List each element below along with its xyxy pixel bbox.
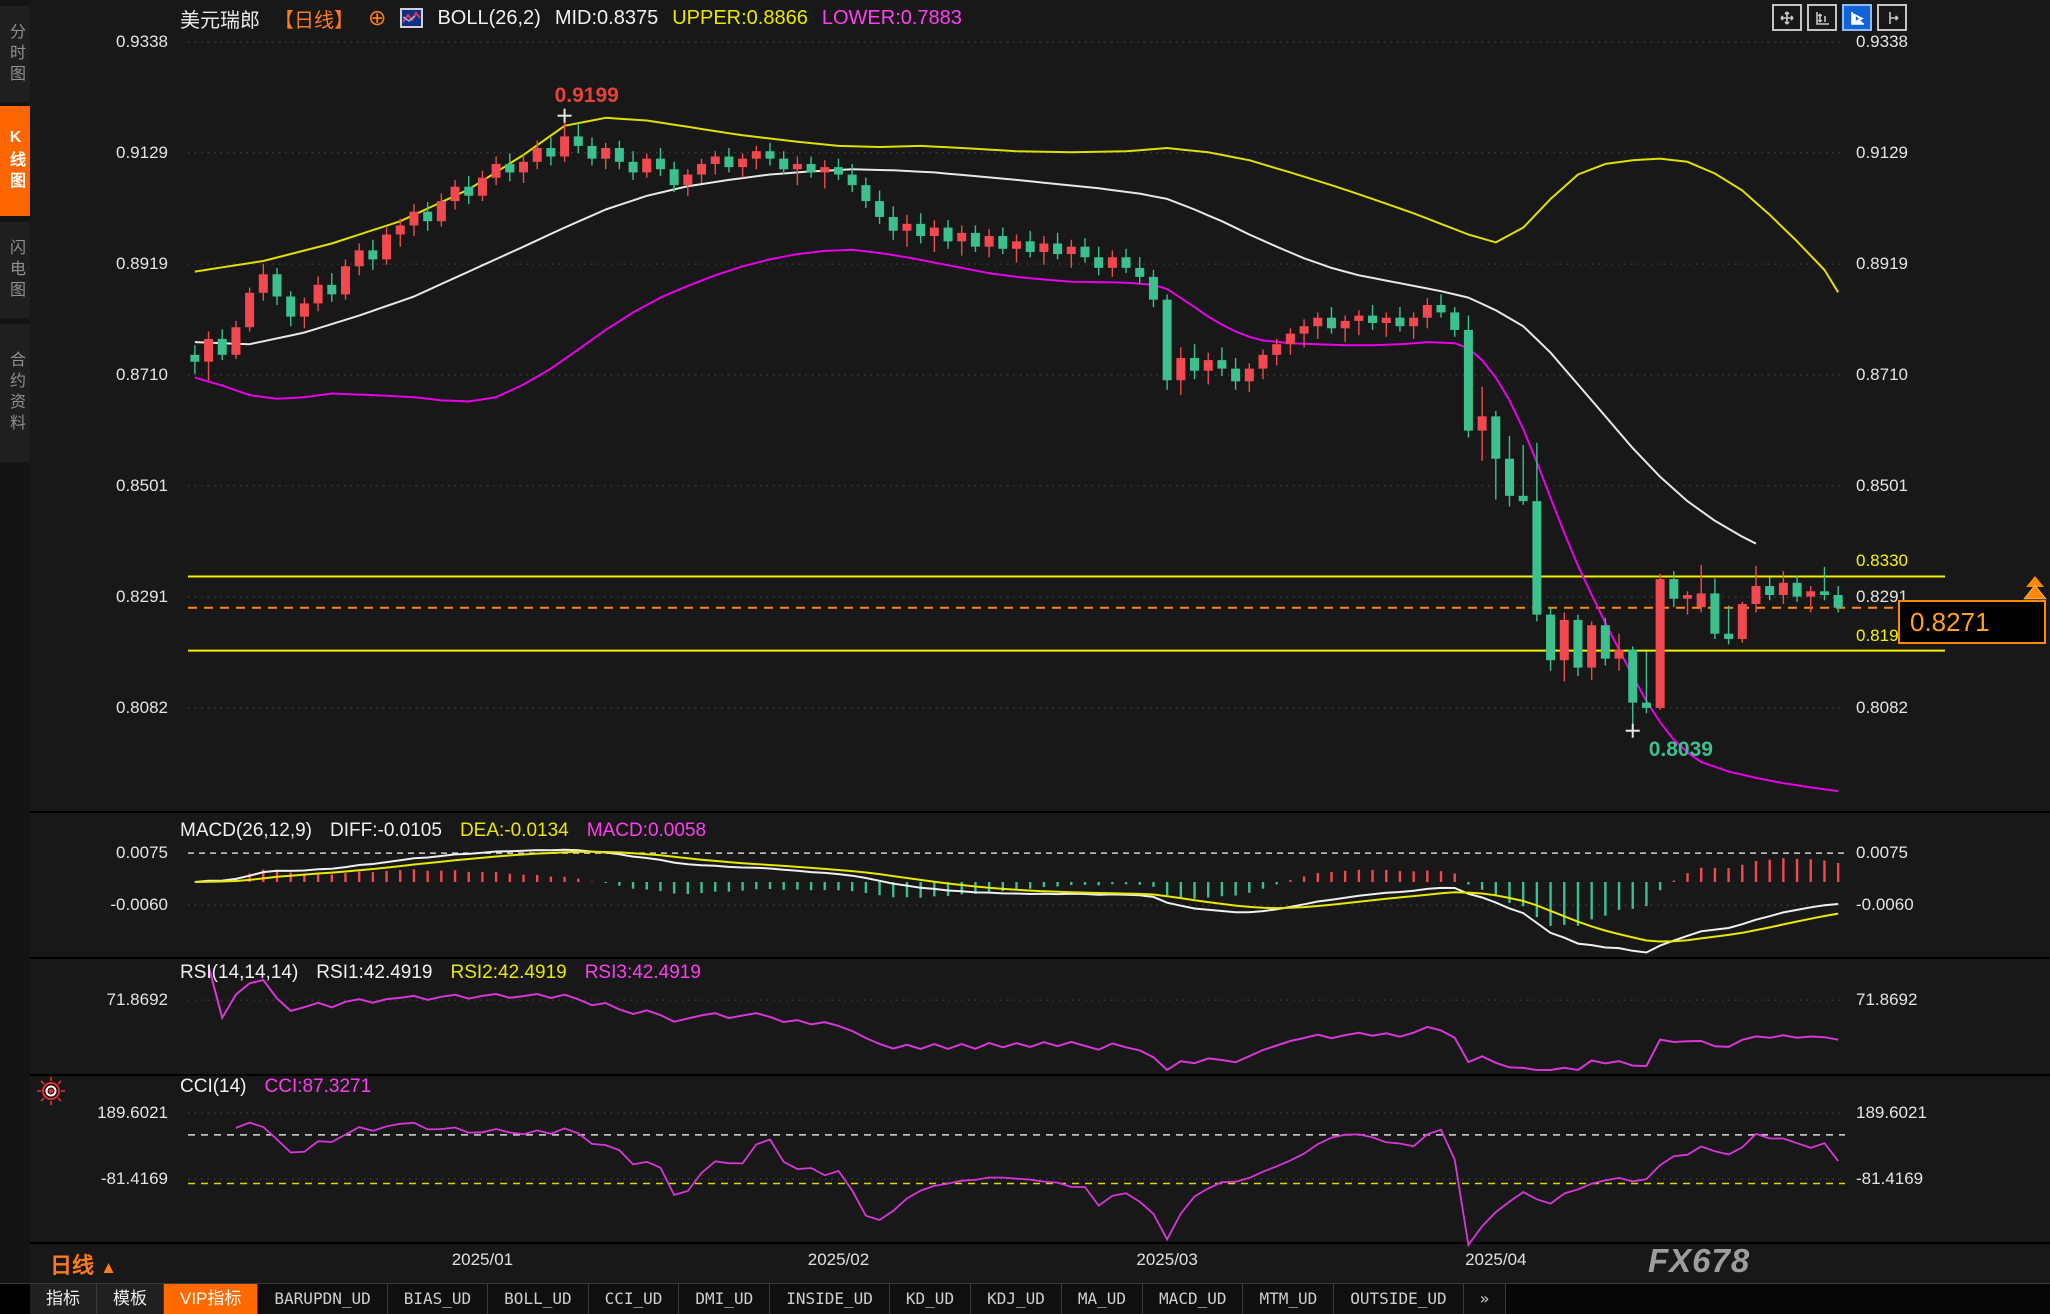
price-axis-label-right: 0.8919 bbox=[1856, 254, 1908, 274]
watermark: FX678 bbox=[1648, 1242, 1751, 1279]
cci-axis-label-left: 189.6021 bbox=[97, 1103, 168, 1122]
boll-upper-label: UPPER:0.8866 bbox=[672, 6, 808, 29]
main-chart-canvas[interactable] bbox=[0, 0, 2050, 1283]
indicator-tab-kdud[interactable]: KD_UD bbox=[889, 1284, 972, 1314]
macd-value-label: MACD:0.0058 bbox=[586, 820, 707, 841]
low-annotation: 0.8039 bbox=[1648, 738, 1713, 761]
period-selector[interactable]: 日线 ▲ bbox=[50, 1253, 117, 1278]
cci-label-row: CCI(14) CCI:87.3271 bbox=[180, 1076, 371, 1098]
shift-axis-icon[interactable] bbox=[1877, 4, 1907, 31]
cci-params-label: CCI(14) bbox=[180, 1076, 247, 1097]
cci-axis-label-right: -81.4169 bbox=[1856, 1169, 1924, 1188]
sidebar-item-kline-chart[interactable]: K线图 bbox=[0, 106, 30, 216]
rsi2-label: RSI2:42.4919 bbox=[450, 962, 567, 983]
macd-axis-label-left: -0.0060 bbox=[110, 895, 168, 915]
price-axis-label-left: 0.8919 bbox=[116, 254, 168, 274]
indicator-tab-outsideud[interactable]: OUTSIDE_UD bbox=[1334, 1284, 1464, 1314]
price-axis-label-left: 0.8291 bbox=[116, 587, 168, 607]
boll-params-label: BOLL(26,2) bbox=[437, 6, 541, 29]
rsi-label-row: RSI(14,14,14) RSI1:42.4919 RSI2:42.4919 … bbox=[180, 962, 701, 984]
price-axis-label-right: 0.8291 bbox=[1856, 587, 1908, 607]
price-axis-label-right: 0.8710 bbox=[1856, 364, 1908, 384]
macd-axis-label-left: 0.0075 bbox=[116, 843, 168, 863]
indicator-tab-vip[interactable]: VIP指标 bbox=[164, 1284, 259, 1314]
indicator-tab-cciud[interactable]: CCI_UD bbox=[588, 1284, 680, 1314]
price-axis-label-left: 0.9338 bbox=[116, 32, 168, 51]
x-axis-month-label: 2025/04 bbox=[1465, 1250, 1527, 1269]
indicator-tab-mtmud[interactable]: MTM_UD bbox=[1243, 1284, 1335, 1314]
boll-lower-label: LOWER:0.7883 bbox=[821, 6, 962, 29]
rsi3-label: RSI3:42.4919 bbox=[584, 962, 701, 983]
indicator-tab-biasud[interactable]: BIAS_UD bbox=[387, 1284, 489, 1314]
x-axis-month-label: 2025/01 bbox=[451, 1250, 514, 1269]
indicator-tab-maud[interactable]: MA_UD bbox=[1061, 1284, 1144, 1314]
sidebar-item-time-chart[interactable]: 分时图 bbox=[0, 6, 30, 102]
rsi-axis-label-right: 71.8692 bbox=[1856, 990, 1918, 1010]
support-level-label: 0.8190 bbox=[1856, 626, 1908, 645]
symbol-label: 美元瑞郎 bbox=[180, 9, 260, 32]
indicator-tab-bar: 指标 模板 VIP指标 BARUPDN_UD BIAS_UD BOLL_UD CCI_UD D… bbox=[0, 1283, 2050, 1314]
indicator-tab-macdud[interactable]: MACD_UD bbox=[1143, 1284, 1244, 1314]
price-axis-label-left: 0.8082 bbox=[116, 697, 168, 717]
cci-value-label: CCI:87.3271 bbox=[264, 1076, 372, 1097]
pan-crosshair-icon[interactable] bbox=[1772, 4, 1802, 31]
x-axis-month-label: 2025/02 bbox=[807, 1250, 870, 1269]
indicator-tab-kdjud[interactable]: KDJ_UD bbox=[971, 1284, 1062, 1314]
cci-axis-label-right: 189.6021 bbox=[1856, 1103, 1927, 1122]
price-axis-label-left: 0.9129 bbox=[116, 142, 168, 162]
rsi-params-label: RSI(14,14,14) bbox=[180, 962, 299, 983]
cci-axis-label-left: -81.4169 bbox=[100, 1169, 168, 1188]
indicator-tab-[interactable]: 模板 bbox=[97, 1284, 164, 1314]
alert-marker-icon[interactable] bbox=[36, 1076, 66, 1106]
price-axis-label-left: 0.8710 bbox=[116, 364, 168, 384]
add-indicator-icon[interactable]: ⊕ bbox=[368, 5, 387, 30]
indicator-tab-[interactable]: 指标 bbox=[30, 1284, 97, 1314]
macd-dea-label: DEA:-0.0134 bbox=[459, 820, 569, 841]
macd-label-row: MACD(26,12,9) DIFF:-0.0105 DEA:-0.0134 M… bbox=[180, 820, 706, 842]
price-axis-label-right: 0.9129 bbox=[1856, 142, 1908, 162]
macd-diff-label: DIFF:-0.0105 bbox=[330, 820, 442, 841]
indicator-tab-dmiud[interactable]: DMI_UD bbox=[679, 1284, 771, 1314]
sidebar-item-flash-chart[interactable]: 闪电图 bbox=[0, 222, 30, 318]
price-axis-label-right: 0.9338 bbox=[1856, 32, 1908, 51]
price-axis-label-right: 0.8501 bbox=[1856, 475, 1908, 495]
rsi-axis-label-left: 71.8692 bbox=[106, 990, 168, 1010]
x-axis-month-label: 2025/03 bbox=[1136, 1250, 1198, 1269]
price-axis-label-left: 0.8501 bbox=[116, 475, 168, 495]
price-axis-label-right: 0.8082 bbox=[1856, 697, 1908, 717]
macd-axis-label-right: 0.0075 bbox=[1856, 843, 1908, 863]
high-annotation: 0.9199 bbox=[554, 84, 619, 107]
period-up-arrow-icon: ▲ bbox=[100, 1258, 117, 1277]
indicator-tab-insideud[interactable]: INSIDE_UD bbox=[770, 1284, 890, 1314]
chart-toolbar bbox=[1772, 4, 1907, 31]
boll-mid-label: MID:0.8375 bbox=[554, 6, 659, 29]
axis-range-icon[interactable] bbox=[1807, 4, 1837, 31]
macd-axis-label-right: -0.0060 bbox=[1856, 895, 1914, 915]
sidebar-item-contract-info[interactable]: 合约资料 bbox=[0, 324, 30, 462]
indicator-tab-barupdnud[interactable]: BARUPDN_UD bbox=[258, 1284, 388, 1314]
rsi1-label: RSI1:42.4919 bbox=[316, 962, 433, 983]
sidebar: 分时图 K线图闪电图合约资料 bbox=[0, 0, 30, 1314]
macd-params-label: MACD(26,12,9) bbox=[180, 820, 312, 841]
indicator-tab-bollud[interactable]: BOLL_UD bbox=[488, 1284, 589, 1314]
period-badge[interactable]: 【日线】 bbox=[274, 9, 354, 32]
resistance-level-label: 0.8330 bbox=[1856, 551, 1908, 570]
chart-header: 美元瑞郎 【日线】 ⊕ BOLL(26,2) MID:0.8375 UPPER:… bbox=[180, 4, 962, 32]
indicator-tab-[interactable]: » bbox=[1463, 1284, 1507, 1314]
auto-scroll-icon[interactable] bbox=[1842, 4, 1872, 31]
last-price-box: 0.8271 bbox=[1898, 600, 2046, 644]
chart-thumbnail-icon[interactable] bbox=[400, 8, 424, 28]
